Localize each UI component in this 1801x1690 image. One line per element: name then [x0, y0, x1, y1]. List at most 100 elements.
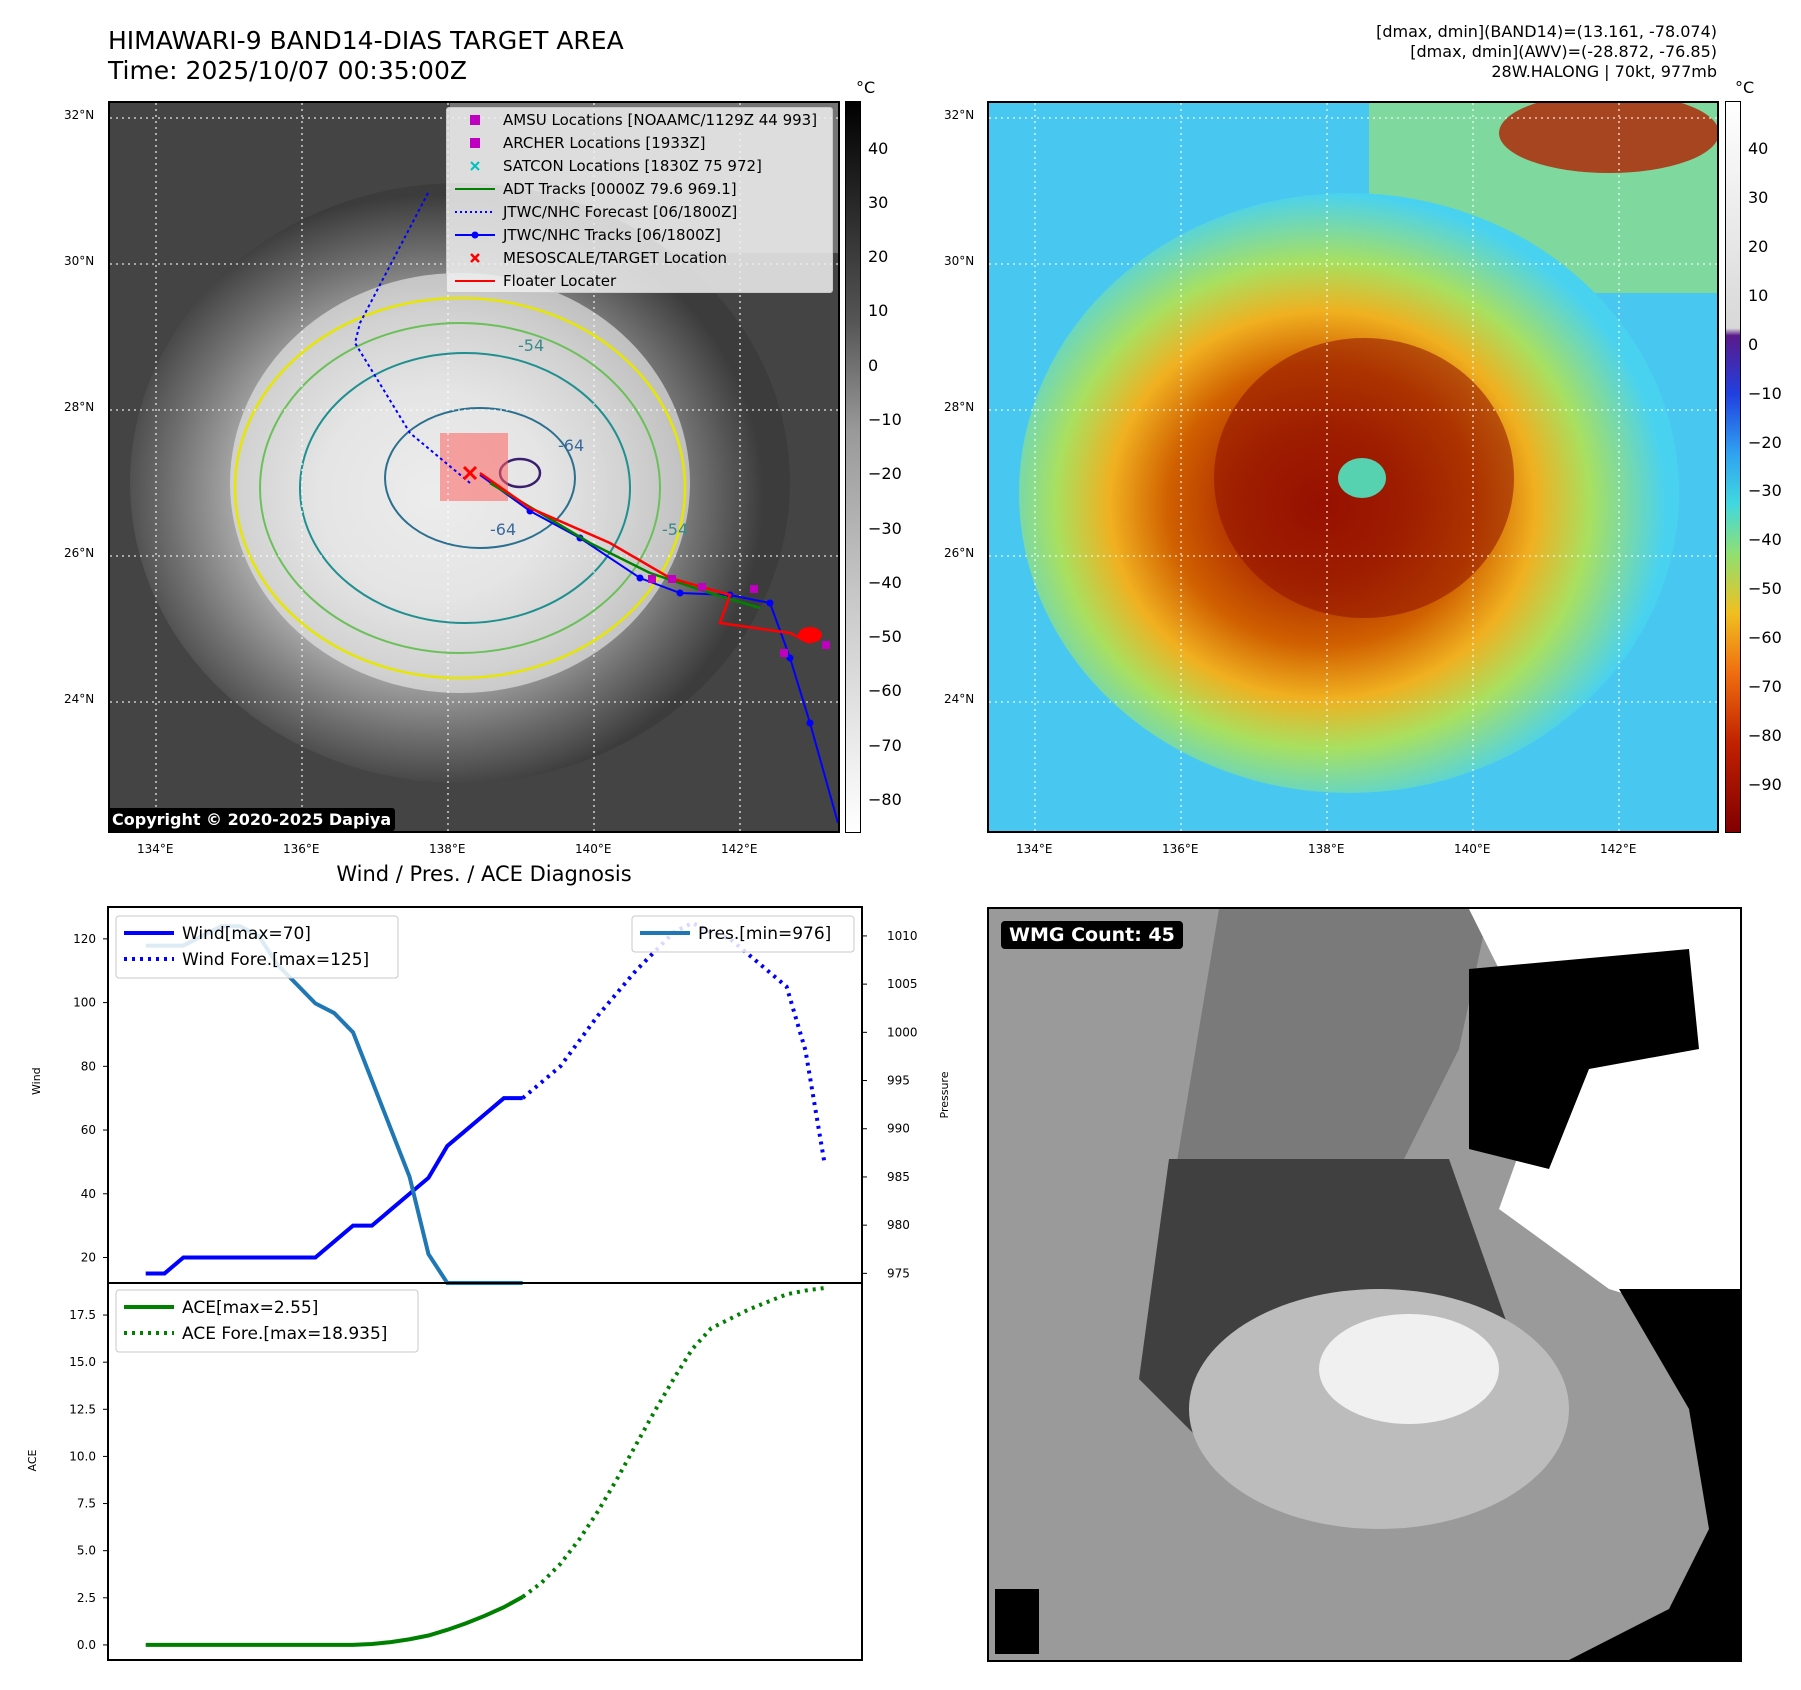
- legend-item-archer: ARCHER Locations [1933Z]: [447, 131, 832, 154]
- lon-label: 142°E: [721, 842, 758, 856]
- lon-label: 134°E: [1016, 842, 1053, 856]
- magenta-square-icon: [455, 137, 495, 148]
- legend-item-adt: ADT Tracks [0000Z 79.6 969.1]: [447, 177, 832, 200]
- colorbar-tick-label: −10: [868, 410, 902, 430]
- ace-legend: [115, 1289, 419, 1353]
- wmg-canvas: [989, 909, 1740, 1660]
- amsu-archer-points: [648, 575, 830, 657]
- lon-label: 136°E: [1162, 842, 1199, 856]
- legend-item-tracks: JTWC/NHC Tracks [06/1800Z]: [447, 223, 832, 246]
- pressure-tick-label: 1005: [887, 977, 918, 991]
- colorbar-unit: °C: [856, 78, 876, 97]
- colorbar-tick-label: 0: [1748, 334, 1759, 354]
- wmg-black-region-south: [1569, 1289, 1740, 1660]
- pressure-tick-label: 990: [887, 1122, 910, 1136]
- legend-label: ACE Fore.[max=18.935]: [182, 1324, 387, 1344]
- cyan-x-icon: [455, 160, 495, 171]
- lat-label: 32°N: [944, 108, 975, 122]
- ace-axes-frame: [107, 1282, 863, 1661]
- lon-label: 142°E: [1600, 842, 1637, 856]
- jtwc-best-track: [479, 474, 838, 824]
- legend-label: Wind Fore.[max=125]: [182, 950, 369, 970]
- colorbar-tick-label: −40: [1748, 530, 1782, 550]
- band14-range: [dmax, dmin](BAND14)=(13.161, -78.074): [1376, 22, 1717, 41]
- contour-green: [259, 322, 661, 654]
- ace-tick-label: 12.5: [69, 1402, 96, 1416]
- blue-line-dot-icon: [455, 230, 495, 240]
- contour-label-4: -54: [662, 520, 688, 539]
- awv-color-map: [987, 101, 1719, 833]
- page-title: HIMAWARI-9 BAND14-DIAS TARGET AREA Time: …: [108, 26, 624, 85]
- awv-range: [dmax, dmin](AWV)=(-28.872, -76.85): [1410, 42, 1717, 61]
- wmg-core-white: [1319, 1314, 1499, 1424]
- awv-north-dry-patch: [1499, 103, 1717, 173]
- lon-label: 138°E: [1308, 842, 1345, 856]
- colorbar-tick-label: 40: [868, 138, 889, 158]
- colorbar-tick-label: −70: [1748, 677, 1782, 697]
- colorbar-tick-label: 0: [868, 355, 879, 375]
- wind-tick-label: 20: [81, 1251, 96, 1265]
- colorbar-tick-label: −40: [868, 572, 902, 592]
- lat-label: 24°N: [64, 692, 95, 706]
- legend-item-satcon: SATCON Locations [1830Z 75 972]: [447, 154, 832, 177]
- ace-axis-label: ACE: [26, 1449, 39, 1471]
- lon-label: 140°E: [575, 842, 612, 856]
- series-line: [145, 924, 523, 1285]
- colorbar-tick-label: −90: [1748, 775, 1782, 795]
- awv-gridlines: [989, 103, 1717, 831]
- wind-axis-label: Wind: [30, 1067, 43, 1095]
- wind-tick-label: 60: [81, 1123, 96, 1137]
- blue-dotted-line-icon: [455, 209, 495, 215]
- colorbar-tick-label: 30: [868, 192, 889, 212]
- series-line: [521, 920, 827, 1163]
- wind-tick-label: 40: [81, 1187, 96, 1201]
- pressure-tick-label: 975: [887, 1266, 910, 1280]
- target-x-marker: [462, 465, 478, 481]
- jtwc-forecast-track: [353, 192, 471, 484]
- colorbar-tick-label: −60: [1748, 628, 1782, 648]
- awv-map-canvas: [989, 103, 1717, 831]
- colorbar-tick-label: −10: [1748, 383, 1782, 403]
- colorbar-tick-label: −50: [868, 627, 902, 647]
- contour-label-1: -54: [518, 336, 544, 355]
- awv-eye: [1338, 458, 1386, 498]
- colorbar-tick-label: −50: [1748, 579, 1782, 599]
- ir-colorbar: [845, 101, 861, 833]
- colorbar-tick-label: −30: [868, 518, 902, 538]
- colorbar-tick-label: −30: [1748, 481, 1782, 501]
- wind-tick-label: 80: [81, 1059, 96, 1073]
- ace-tick-label: 7.5: [77, 1497, 96, 1511]
- lon-label: 138°E: [429, 842, 466, 856]
- pressure-axis-label: Pressure: [938, 1071, 951, 1118]
- colorbar-tick-label: −80: [868, 790, 902, 810]
- wmg-panel: WMG Count: 45: [987, 907, 1742, 1662]
- ace-tick-label: 15.0: [69, 1355, 96, 1369]
- floater-blob: [798, 627, 822, 643]
- contour-label-2: -64: [558, 436, 584, 455]
- pressure-tick-label: 985: [887, 1170, 910, 1184]
- wmg-count-label: WMG Count: 45: [1001, 921, 1183, 949]
- legend-item-forecast: JTWC/NHC Forecast [06/1800Z]: [447, 200, 832, 223]
- magenta-square-icon: [455, 114, 495, 125]
- colorbar-tick-label: −20: [1748, 432, 1782, 452]
- legend-item-amsu: AMSU Locations [NOAAMC/1129Z 44 993]: [447, 108, 832, 131]
- colorbar-tick-label: −60: [868, 681, 902, 701]
- contour-teal: [299, 352, 631, 624]
- lon-label: 134°E: [137, 842, 174, 856]
- series-line: [521, 1286, 825, 1599]
- red-line-icon: [455, 278, 495, 284]
- ace-tick-label: 2.5: [77, 1591, 96, 1605]
- wind-axes-frame: [107, 906, 863, 1284]
- map-legend: AMSU Locations [NOAAMC/1129Z 44 993] ARC…: [446, 107, 833, 293]
- colorbar-tick-label: 40: [1748, 138, 1769, 158]
- wind-tick-label: 120: [73, 932, 96, 946]
- ir-grayscale-map: -54 -64 -64 -54: [108, 101, 840, 833]
- pressure-tick-label: 980: [887, 1218, 910, 1232]
- legend-label: Pres.[min=976]: [698, 924, 831, 944]
- copyright-label: Copyright © 2020-2025 Dapiya: [108, 808, 396, 831]
- wmg-black-corner: [995, 1589, 1039, 1654]
- lat-label: 30°N: [64, 254, 95, 268]
- colorbar-tick-label: 10: [868, 301, 889, 321]
- lat-label: 24°N: [944, 692, 975, 706]
- storm-name-label: 28W.HALONG | 70kt, 977mb: [1491, 62, 1717, 81]
